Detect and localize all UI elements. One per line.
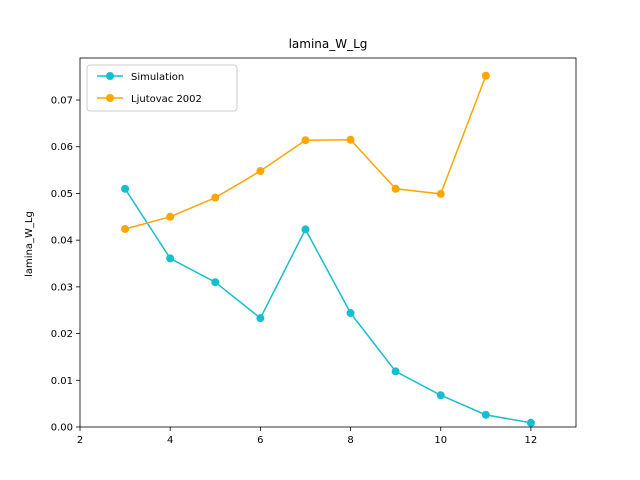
y-tick-label: 0.04 [51, 236, 73, 247]
data-point-simulation [211, 278, 220, 287]
data-point-simulation [346, 309, 355, 318]
x-tick-label: 12 [525, 435, 538, 446]
data-point-simulation [481, 410, 490, 419]
axes-frame [79, 57, 577, 428]
data-point-ljutovac-2002 [166, 212, 175, 221]
x-tick-label: 10 [434, 435, 447, 446]
data-point-ljutovac-2002 [436, 189, 445, 198]
y-tick-label: 0.01 [51, 376, 73, 387]
data-point-ljutovac-2002 [391, 184, 400, 193]
y-tick-label: 0.03 [51, 282, 73, 293]
y-axis-label: lamina_W_Lg [24, 211, 35, 277]
y-tick-label: 0.07 [51, 96, 73, 107]
legend: Simulation Ljutovac 2002 [86, 64, 238, 112]
y-tick-label: 0.02 [51, 329, 73, 340]
data-point-ljutovac-2002 [121, 224, 130, 233]
y-tick-label: 0.00 [51, 423, 73, 434]
series-line-simulation [124, 188, 532, 424]
data-point-simulation [391, 367, 400, 376]
x-tick-label: 4 [167, 435, 173, 446]
chart-title: lamina_W_Lg [289, 37, 368, 51]
y-tick-label: 0.06 [51, 142, 73, 153]
data-point-simulation [301, 225, 310, 234]
x-tick-label: 6 [257, 435, 263, 446]
data-point-simulation [436, 391, 445, 400]
legend-box [86, 64, 238, 112]
legend-label-ljutovac-2002: Ljutovac 2002 [131, 94, 202, 105]
plot-area [121, 71, 535, 427]
data-point-ljutovac-2002 [256, 167, 265, 176]
legend-marker-simulation [106, 72, 114, 80]
legend-label-simulation: Simulation [131, 72, 184, 83]
data-point-simulation [121, 184, 130, 193]
data-point-simulation [256, 314, 265, 323]
data-point-ljutovac-2002 [211, 193, 220, 202]
x-tick-label: 8 [347, 435, 353, 446]
y-tick-label: 0.05 [51, 189, 73, 200]
data-point-simulation [526, 418, 535, 427]
data-point-simulation [166, 254, 175, 263]
data-point-ljutovac-2002 [301, 136, 310, 145]
data-point-ljutovac-2002 [481, 71, 490, 80]
axis-ticks: 2 4 6 8 10 12 0.00 0.01 0.02 0.03 0.04 0.05 0.06 0.07 [51, 96, 538, 446]
legend-marker-ljutovac-2002 [106, 94, 114, 102]
x-tick-label: 2 [77, 435, 83, 446]
data-point-ljutovac-2002 [346, 135, 355, 144]
